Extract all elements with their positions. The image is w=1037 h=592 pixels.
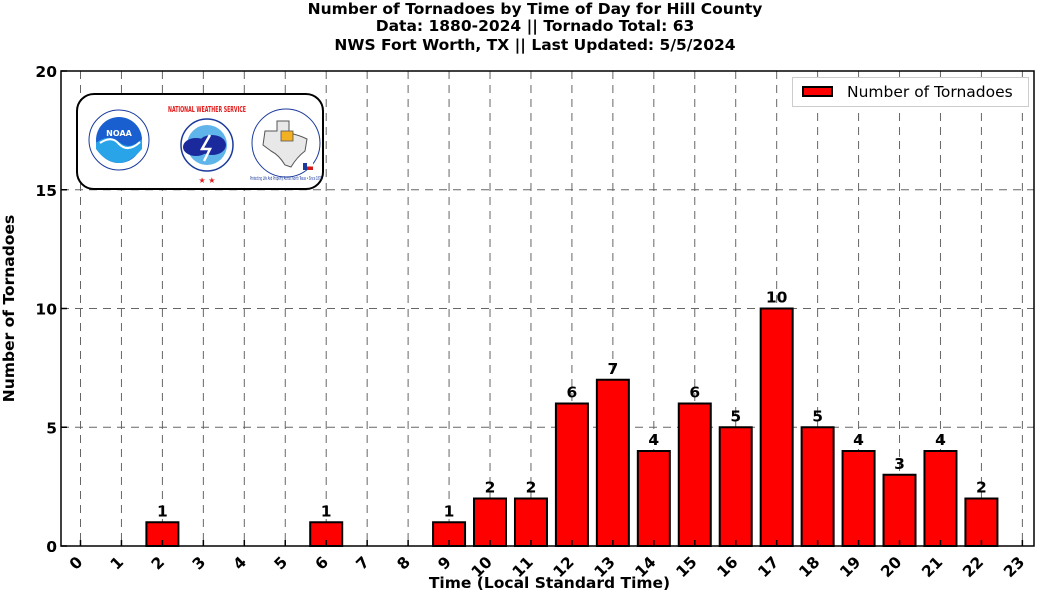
- x-tick-label: 2: [148, 553, 168, 573]
- x-tick-label: 23: [1000, 553, 1028, 581]
- bar-hour-22: [964, 497, 999, 547]
- bar-hour-16: [718, 426, 753, 547]
- data-label-hour-6: 1: [321, 502, 332, 520]
- data-label-hour-15: 6: [689, 384, 700, 402]
- nws-fort-worth-logo: Protecting Life And Property Across Nort…: [250, 108, 322, 182]
- x-tick-label: 8: [394, 553, 414, 573]
- y-tick-label: 20: [35, 63, 57, 81]
- bars-layer: [145, 307, 999, 547]
- chart-legend: Number of Tornadoes: [792, 77, 1029, 107]
- x-tick-label: 9: [435, 553, 455, 573]
- svg-text:★ ★: ★ ★: [199, 176, 216, 185]
- x-tick-label: 19: [836, 553, 864, 581]
- x-tick-label: 21: [918, 553, 946, 581]
- bar-hour-11: [513, 497, 548, 547]
- x-axis-label: Time (Local Standard Time): [429, 574, 670, 592]
- bar-hour-21: [923, 450, 958, 547]
- chart-title-line-2: Data: 1880-2024 || Tornado Total: 63: [375, 17, 695, 35]
- data-label-hour-10: 2: [485, 479, 496, 497]
- bar-hour-10: [473, 497, 508, 547]
- noaa-logo-text: NOAA: [106, 129, 132, 138]
- bar-hour-19: [841, 450, 876, 547]
- data-labels-layer: 1 1 1 2 2 6 7 4 6 5 10 5 4 3 4 2: [157, 289, 987, 521]
- bar-hour-18: [800, 426, 835, 547]
- data-label-hour-18: 5: [812, 407, 823, 425]
- y-axis-label: Number of Tornadoes: [0, 215, 18, 402]
- x-tick-label: 17: [755, 553, 783, 581]
- x-tick-label: 6: [312, 553, 332, 573]
- legend-swatch: [802, 86, 833, 97]
- x-tick-label: 18: [795, 553, 823, 581]
- data-label-hour-22: 2: [976, 479, 987, 497]
- x-tick-label: 16: [714, 553, 742, 581]
- data-label-hour-12: 6: [567, 384, 578, 402]
- bar-hour-15: [677, 402, 712, 547]
- data-label-hour-20: 3: [894, 455, 905, 473]
- data-label-hour-14: 4: [648, 431, 659, 449]
- noaa-logo: NOAA: [88, 109, 150, 171]
- x-tick-label: 1: [107, 553, 127, 573]
- x-tick-label: 20: [877, 553, 905, 581]
- chart-title-line-1: Number of Tornadoes by Time of Day for H…: [307, 0, 763, 18]
- data-label-hour-16: 5: [730, 407, 741, 425]
- y-tick-label: 5: [46, 419, 57, 437]
- x-tick-label: 15: [673, 553, 701, 581]
- data-label-hour-17: 10: [766, 289, 788, 307]
- legend-label: Number of Tornadoes: [847, 83, 1013, 101]
- bar-hour-17: [759, 307, 794, 547]
- x-tick-label: 7: [353, 553, 373, 573]
- data-label-hour-9: 1: [444, 502, 455, 520]
- nws-fort-worth-logo-text: Protecting Life And Property Across Nort…: [250, 176, 322, 182]
- x-tick-label: 0: [66, 553, 87, 574]
- data-label-hour-19: 4: [853, 431, 864, 449]
- nws-logo-text: NATIONAL WEATHER SERVICE: [168, 105, 246, 114]
- bar-hour-13: [595, 378, 630, 547]
- bar-hour-20: [882, 473, 917, 547]
- x-tick-label: 5: [271, 553, 291, 573]
- data-label-hour-11: 2: [526, 479, 537, 497]
- agency-logos-panel: NOAA NATIONAL WEATHER SERVICE ★ ★ Protec…: [76, 93, 324, 190]
- bar-hour-14: [636, 450, 671, 547]
- y-tick-label: 10: [35, 301, 57, 319]
- data-label-hour-13: 7: [607, 360, 618, 378]
- nws-logo: NATIONAL WEATHER SERVICE ★ ★: [168, 105, 246, 185]
- data-label-hour-2: 1: [157, 502, 168, 520]
- x-tick-label: 22: [959, 553, 987, 581]
- x-tick-label: 3: [189, 553, 209, 573]
- chart-title-line-3: NWS Fort Worth, TX || Last Updated: 5/5/…: [334, 36, 736, 54]
- y-tick-label: 15: [35, 182, 57, 200]
- y-tick-label: 0: [46, 538, 57, 556]
- x-tick-label: 4: [230, 553, 251, 574]
- bar-hour-12: [554, 402, 589, 547]
- data-label-hour-21: 4: [935, 431, 946, 449]
